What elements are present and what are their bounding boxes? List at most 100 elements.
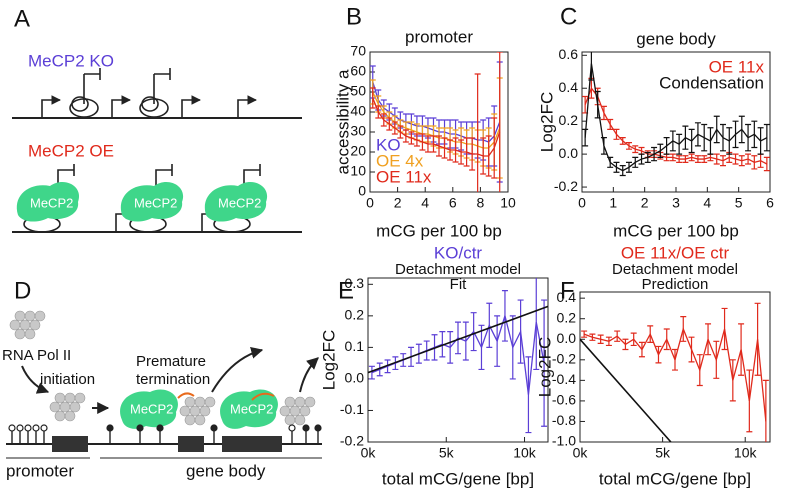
x-tick-label: 5k [439, 445, 455, 461]
error-bar [447, 139, 454, 161]
x-tick-label: 3 [672, 195, 680, 211]
error-bar [402, 129, 409, 143]
x-tick-label: 2 [394, 195, 402, 211]
error-bar [626, 141, 632, 150]
y-tick-label: 70 [350, 43, 366, 59]
series-line [584, 86, 768, 165]
legend-label: Fit [450, 276, 467, 293]
error-bar [588, 52, 595, 81]
plot-area [370, 52, 503, 192]
panel-letter: B [346, 3, 362, 30]
error-bar [663, 328, 670, 351]
y-tick-label: 0 [358, 183, 366, 199]
error-bar [738, 155, 745, 167]
error-bar [463, 137, 470, 167]
error-bar [517, 299, 524, 364]
protein-label: MeCP2 [230, 401, 273, 416]
plot-area [580, 302, 769, 442]
ko-label: MeCP2 KO [28, 51, 114, 70]
error-bar [478, 324, 485, 371]
error-bar [676, 155, 683, 163]
error-bar [707, 127, 714, 155]
series-line [368, 305, 548, 374]
error-bar [672, 348, 678, 371]
error-bar [619, 137, 626, 145]
y-tick-label: 0.6 [559, 46, 579, 62]
panel-letter: E [338, 277, 354, 304]
y-tick-label: 0.4 [557, 289, 577, 305]
y-tick-label: -0.1 [340, 401, 364, 417]
error-bar [384, 359, 391, 374]
y-tick-label: 30 [350, 123, 366, 139]
error-bar [655, 345, 662, 364]
error-bar [375, 105, 382, 119]
error-bar [676, 133, 683, 155]
cpg-sites [11, 430, 319, 444]
mecp2-blobs [120, 389, 278, 429]
panel-a: A MeCP2 KO MeCP2 OE MeCP2 MeCP2 MeCP2 [12, 5, 302, 233]
error-bar [541, 299, 548, 427]
x-axis-label: total mCG/gene [bp] [382, 469, 534, 488]
y-tick-label: 0.3 [345, 275, 365, 291]
legend-label: KO [376, 135, 401, 154]
error-bar [713, 153, 720, 165]
error-bar [368, 365, 375, 380]
error-bar [600, 105, 607, 121]
error-bar [613, 128, 620, 140]
y-axis-label: accessibility a [333, 69, 352, 174]
y-tick-label: -0.2 [554, 178, 578, 194]
chart-panel: F 0k 5k 10k -1.0 -0.8 -0.6 -0.4 -0.2 0.0 0.2 0.4 OE … [535, 243, 771, 488]
termination-label: termination [136, 371, 210, 388]
x-tick-label: 2 [641, 195, 649, 211]
error-bar [413, 133, 420, 147]
chart-panel: C 0 1 2 3 4 5 6 -0.2 0.0 0.2 0.4 0.6 gene body OE 11xC… [537, 3, 774, 240]
error-bar [688, 128, 695, 154]
error-bar [669, 153, 676, 162]
y-tick-label: 0.0 [557, 330, 577, 346]
error-bar [376, 362, 383, 377]
error-bar [600, 137, 607, 155]
y-tick-label: 0.2 [559, 112, 579, 128]
error-bar [436, 135, 442, 157]
y-tick-label: 0.2 [345, 307, 365, 323]
error-bar [751, 120, 758, 149]
error-bar [582, 128, 589, 147]
initiation-label: initiation [40, 371, 95, 388]
protein-label: MeCP2 [130, 401, 173, 416]
termination-label: Premature [136, 353, 206, 370]
error-bar [380, 113, 387, 127]
error-bar [391, 121, 398, 135]
y-tick-label: -0.6 [552, 392, 576, 408]
error-bar [762, 379, 769, 442]
series-line [372, 91, 501, 149]
error-bar [688, 153, 695, 162]
chart-title: Detachment model [395, 261, 521, 278]
x-axis-label: mCG per 100 bp [613, 221, 739, 240]
error-bar [663, 137, 670, 155]
error-bar [651, 146, 658, 162]
error-bar [605, 336, 612, 347]
oe-label: MeCP2 OE [28, 141, 114, 160]
x-tick-label: 6 [449, 195, 457, 211]
panel-letter: C [560, 3, 577, 30]
error-bar [688, 336, 695, 363]
error-bar [680, 316, 687, 342]
legend-label: Condensation [659, 73, 764, 92]
y-tick-label: -1.0 [552, 433, 576, 449]
error-bar [607, 156, 614, 168]
error-bar [763, 123, 770, 152]
error-bar [607, 118, 614, 131]
protein-label: MeCP2 [218, 195, 261, 210]
y-tick-label: 0.2 [557, 309, 577, 325]
y-tick-label: -0.4 [552, 371, 576, 387]
error-bar [626, 161, 632, 173]
error-bar [745, 153, 752, 165]
error-bar [720, 155, 726, 167]
error-bar [726, 127, 733, 155]
error-bar [597, 334, 604, 344]
x-tick-label: 5k [655, 445, 671, 461]
x-tick-label: 10 [500, 195, 516, 211]
y-tick-label: 60 [350, 63, 366, 79]
error-bar [630, 332, 637, 347]
